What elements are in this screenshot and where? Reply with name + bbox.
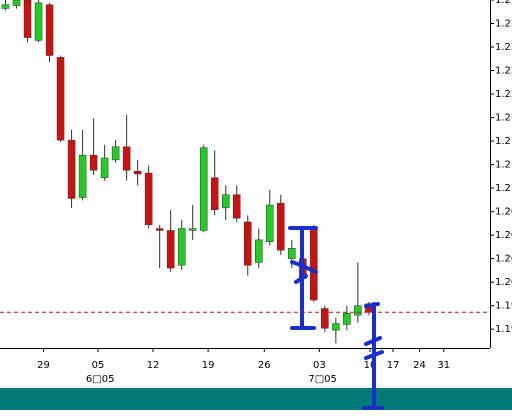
x-tick-label: 29: [37, 360, 50, 371]
candle-body: [1, 4, 10, 9]
candle-body: [177, 228, 186, 266]
y-tick-label: 1.2100: [495, 183, 512, 194]
annotation-tick: [290, 260, 318, 284]
y-tick-label: 1.2075: [495, 207, 512, 218]
candle-body: [199, 147, 208, 231]
candle-body: [56, 57, 65, 141]
y-tick-label: 1.2275: [495, 19, 512, 30]
candle-body: [89, 154, 98, 171]
candle-body: [144, 172, 153, 226]
y-tick-label: 1.2125: [495, 160, 512, 171]
candle-body: [354, 305, 362, 316]
candle-body: [321, 308, 329, 329]
candle-body: [221, 194, 230, 209]
annotations: [288, 226, 384, 410]
annotation-tick: [364, 336, 384, 360]
candle-body: [266, 204, 274, 242]
candle-body: [122, 146, 131, 171]
y-tick-label: 1.2050: [495, 230, 512, 241]
candle-body: [100, 157, 109, 179]
month-label: 6□05: [86, 374, 115, 385]
x-tick-label: 03: [313, 360, 326, 371]
candle-body: [67, 139, 76, 199]
candle-body: [210, 177, 219, 210]
y-tick-label: 1.2225: [495, 66, 512, 77]
candle-body: [288, 248, 296, 259]
y-tick-label: 1.1950: [495, 324, 512, 335]
x-tick-label: 31: [437, 360, 450, 371]
x-tick-label: 05: [92, 360, 105, 371]
y-tick-label: 1.2200: [495, 89, 512, 100]
candle-body: [343, 312, 351, 325]
y-tick-label: 1.1975: [495, 301, 512, 312]
y-tick-label: 1.2025: [495, 254, 512, 265]
y-tick-label: 1.2250: [495, 42, 512, 53]
candle-body: [45, 4, 54, 56]
y-tick-label: 1.2150: [495, 136, 512, 147]
candle-body: [232, 194, 241, 219]
candle-body: [23, 0, 32, 38]
candle-body: [34, 2, 43, 41]
candle-body: [166, 230, 175, 269]
candle-body: [111, 146, 120, 161]
candle-body: [78, 154, 87, 198]
footer-bar: [0, 388, 512, 410]
month-label: 7□05: [308, 374, 337, 385]
candle-body: [12, 0, 21, 6]
x-tick-label: 12: [147, 360, 160, 371]
y-tick-label: 1.2175: [495, 113, 512, 124]
plot: 1.2300 1.2275 1.2250 1.2225 1.2200 1.2175 1.21…: [0, 0, 512, 385]
y-tick-label: 1.2300: [495, 0, 512, 6]
x-tick-label: 19: [202, 360, 215, 371]
candle-body: [155, 228, 164, 231]
candle-body: [244, 221, 252, 266]
y-tick-label: 1.2000: [495, 277, 512, 288]
candle-body: [133, 170, 142, 175]
x-tick-label: 26: [258, 360, 271, 371]
x-tick-label: 24: [413, 360, 426, 371]
candle-body: [310, 228, 318, 301]
candle-body: [188, 228, 197, 231]
candle-body: [277, 202, 285, 251]
candle-body: [255, 239, 263, 263]
x-tick-label: 10: [364, 360, 377, 371]
x-tick-label: 17: [387, 360, 400, 371]
candle-body: [332, 323, 340, 331]
